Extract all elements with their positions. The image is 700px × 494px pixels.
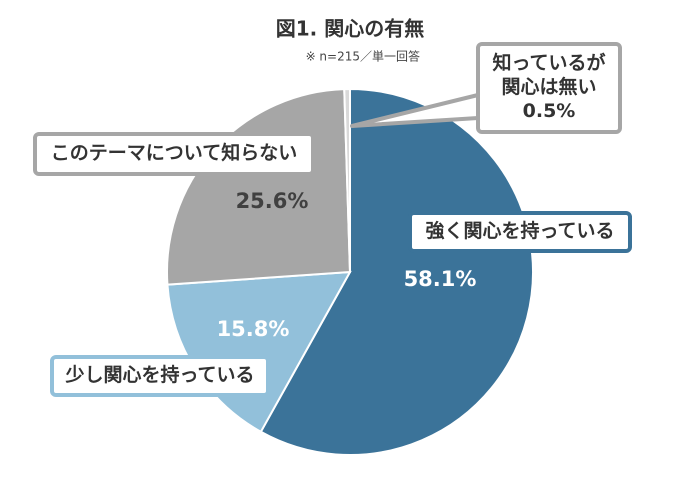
pie-slice (166, 88, 352, 286)
value-label: 25.6% (236, 189, 309, 213)
pie-slice (343, 87, 351, 273)
category-label: 強く関心を持っている (425, 220, 615, 243)
chart-title: 図1. 関心の有無 (276, 17, 424, 41)
category-callout: 強く関心を持っている (408, 211, 632, 253)
category-callout: 少し関心を持っている (50, 355, 270, 397)
category-label: このテーマについて知らない (50, 142, 298, 165)
category-callout: 知っているが 関心は無い 0.5% (476, 42, 622, 134)
value-label: 58.1% (404, 267, 477, 291)
category-label: 少し関心を持っている (65, 364, 255, 387)
category-callout: このテーマについて知らない (33, 132, 315, 176)
chart-subtitle: ※ n=215／単一回答 (306, 49, 420, 64)
value-label: 15.8% (217, 317, 290, 341)
value-label: 0.5% (522, 99, 576, 122)
category-label: 知っているが 関心は無い (492, 52, 606, 99)
